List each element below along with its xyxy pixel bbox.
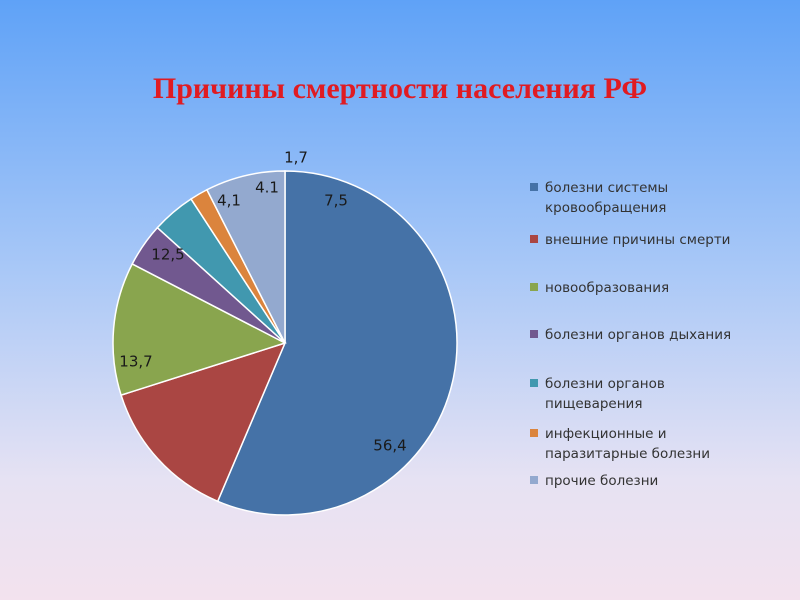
slice-value-label: 4,1 (217, 192, 241, 210)
slice-value-label: 12,5 (151, 246, 184, 264)
legend-swatch (530, 429, 538, 437)
legend-item: прочие болезни (530, 471, 795, 491)
legend-item: болезни системы кровообращения (530, 178, 795, 218)
slice-value-label: 4.1 (255, 179, 279, 197)
slice-value-label: 56,4 (373, 437, 406, 455)
legend-label: болезни органов дыхания (545, 327, 732, 343)
legend-label: инфекционные и паразитарные болезни (545, 426, 710, 462)
legend-label: новообразования (545, 280, 670, 296)
legend-label: прочие болезни (545, 473, 659, 489)
legend-label: внешние причины смерти (545, 232, 731, 248)
legend-item: внешние причины смерти (530, 230, 795, 250)
legend-item: болезни органов пищеварения (530, 374, 795, 414)
legend-label: болезни органов пищеварения (545, 376, 665, 412)
chart-title: Причины смертности населения РФ (152, 72, 648, 105)
legend-item: новообразования (530, 278, 795, 298)
slice-value-label: 13,7 (119, 353, 152, 371)
legend-swatch (530, 379, 538, 387)
slice-value-label: 7,5 (324, 192, 348, 210)
legend-swatch (530, 235, 538, 243)
legend-item: инфекционные и паразитарные болезни (530, 424, 795, 464)
legend-label: болезни системы кровообращения (545, 180, 669, 216)
legend-swatch (530, 330, 538, 338)
legend-swatch (530, 283, 538, 291)
legend-swatch (530, 183, 538, 191)
slice-value-label: 1,7 (284, 149, 308, 167)
legend-swatch (530, 476, 538, 484)
pie-slice (216, 170, 458, 516)
pie-slice (205, 170, 286, 344)
legend-item: болезни органов дыхания (530, 325, 795, 345)
pie-slice (112, 262, 287, 397)
